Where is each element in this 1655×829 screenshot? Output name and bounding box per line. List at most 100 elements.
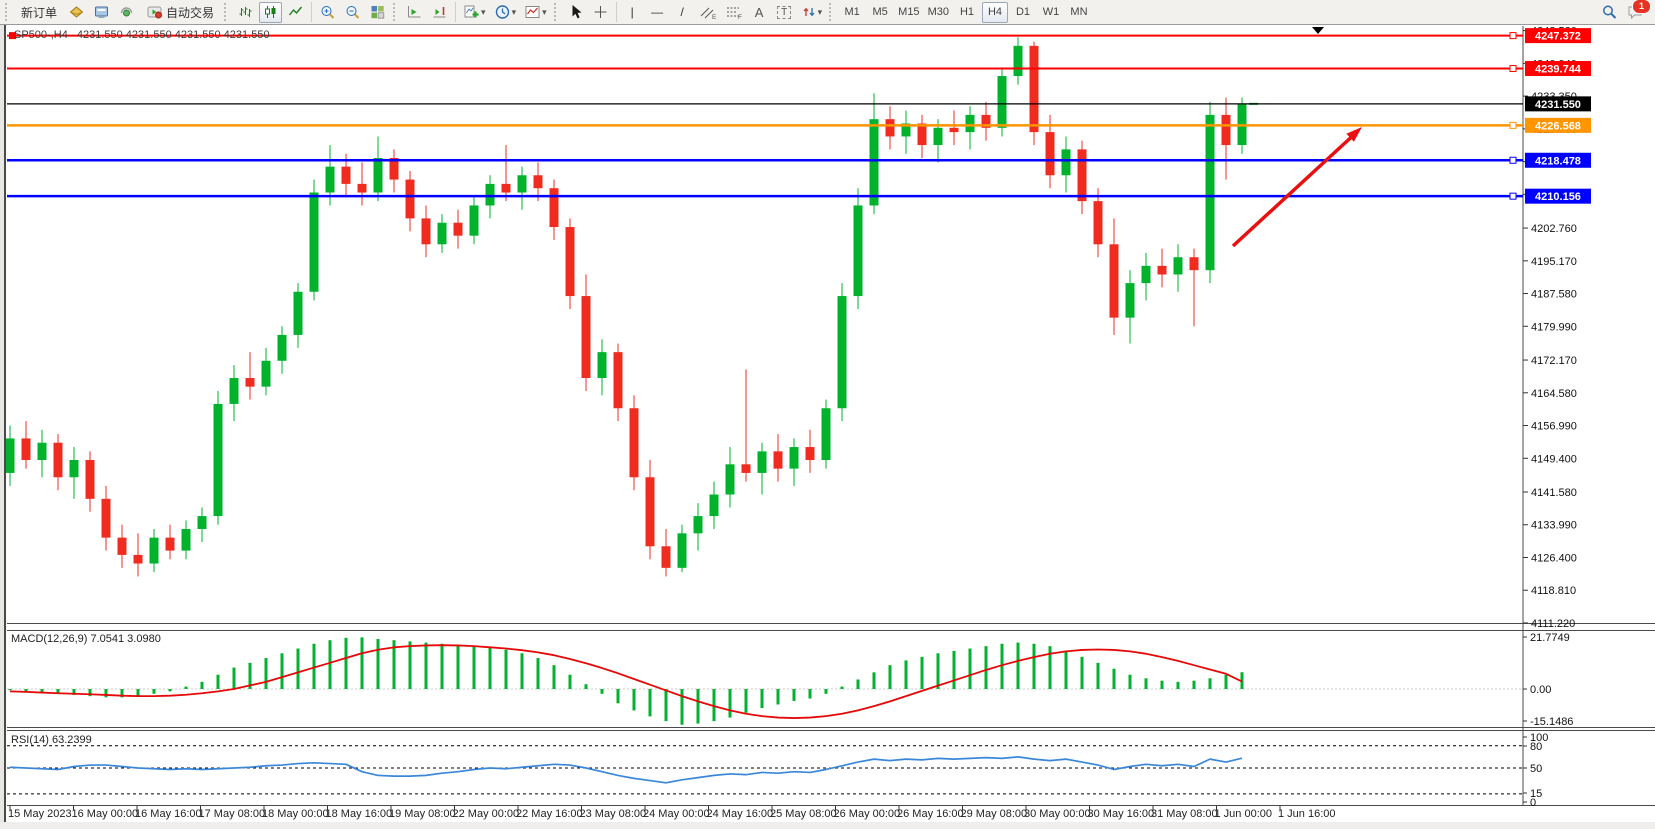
toolbar-separator bbox=[311, 2, 313, 22]
horizontal-line-button[interactable]: — bbox=[646, 2, 669, 23]
timeframe-M15[interactable]: M15 bbox=[895, 2, 922, 23]
chart-shift-button[interactable] bbox=[428, 2, 451, 23]
equidistant-channel-button[interactable]: E bbox=[696, 2, 720, 23]
time-axis-label: 25 May 08:00 bbox=[770, 808, 837, 820]
trendline-button[interactable]: / bbox=[671, 2, 694, 23]
toolbar-grip[interactable] bbox=[829, 3, 835, 21]
time-axis-label: 31 May 08:00 bbox=[1151, 808, 1218, 820]
svg-text:0.00: 0.00 bbox=[1530, 684, 1551, 696]
timeframe-M30[interactable]: M30 bbox=[925, 2, 952, 23]
new-chart-icon bbox=[464, 5, 479, 18]
tile-windows-button[interactable] bbox=[366, 2, 389, 23]
text-label-button[interactable]: T bbox=[773, 2, 796, 23]
notifications-button[interactable]: 1 bbox=[1623, 0, 1651, 23]
time-axis-label: 16 May 00:00 bbox=[71, 808, 139, 820]
svg-text:4195.170: 4195.170 bbox=[1531, 256, 1577, 268]
new-order-button[interactable]: 新订单 bbox=[15, 2, 63, 23]
channel-icon: E bbox=[700, 7, 717, 20]
svg-text:4118.810: 4118.810 bbox=[1531, 585, 1576, 597]
fibonacci-button[interactable]: F bbox=[722, 2, 746, 23]
svg-text:4141.580: 4141.580 bbox=[1531, 487, 1577, 499]
cursor-icon bbox=[572, 5, 582, 19]
zoom-out-button[interactable] bbox=[341, 2, 364, 23]
auto-trading-button[interactable]: 自动交易 bbox=[140, 2, 220, 23]
toolbar-grip[interactable] bbox=[224, 3, 230, 21]
time-axis-label: 29 May 08:00 bbox=[960, 808, 1028, 820]
timeframe-W1[interactable]: W1 bbox=[1038, 2, 1064, 23]
ohlc-values-label: 4231.550 4231.550 4231.550 4231.550 bbox=[76, 29, 270, 41]
cursor-button[interactable] bbox=[564, 2, 587, 23]
market-watch-button[interactable] bbox=[90, 2, 113, 23]
time-axis-label: 16 May 16:00 bbox=[135, 808, 202, 820]
chart-title: SP500-,H4 4231.550 4231.550 4231.550 423… bbox=[14, 29, 270, 41]
new-chart-button[interactable]: ▾ bbox=[460, 2, 489, 23]
timeframe-M1[interactable]: M1 bbox=[839, 2, 865, 23]
toolbar-grip[interactable] bbox=[553, 3, 560, 21]
svg-text:4149.400: 4149.400 bbox=[1531, 453, 1577, 465]
window-bottom-edge bbox=[0, 822, 1655, 829]
vertical-line-button[interactable]: | bbox=[621, 2, 644, 23]
timeframe-H1[interactable]: H1 bbox=[954, 2, 980, 23]
line-chart-button[interactable] bbox=[284, 2, 307, 23]
svg-text:F: F bbox=[738, 14, 742, 20]
tile-windows-icon bbox=[371, 6, 385, 19]
toolbar-grip[interactable] bbox=[5, 3, 11, 21]
label-tool-icon: T bbox=[777, 5, 792, 19]
bar-chart-button[interactable] bbox=[234, 2, 257, 23]
periods-button[interactable]: ▾ bbox=[491, 2, 520, 23]
time-axis-label: 26 May 16:00 bbox=[897, 808, 964, 820]
arrows-tool-button[interactable]: ▾ bbox=[798, 2, 826, 23]
window-left-edge bbox=[0, 25, 6, 822]
svg-text:4218.478: 4218.478 bbox=[1535, 155, 1581, 167]
svg-text:4210.156: 4210.156 bbox=[1535, 191, 1581, 203]
fibonacci-icon: F bbox=[726, 7, 742, 20]
search-button[interactable] bbox=[1598, 2, 1621, 23]
time-axis-label: 26 May 00:00 bbox=[833, 808, 901, 820]
timeframe-H4[interactable]: H4 bbox=[981, 1, 1008, 23]
toolbar-separator bbox=[615, 2, 617, 22]
svg-text:4247.372: 4247.372 bbox=[1535, 31, 1581, 43]
zoom-in-icon bbox=[321, 6, 335, 19]
auto-trading-icon bbox=[147, 6, 163, 19]
order-book-button[interactable] bbox=[65, 2, 88, 23]
crosshair-icon bbox=[594, 6, 607, 18]
time-axis-label: 22 May 16:00 bbox=[516, 808, 583, 820]
timeframe-M5[interactable]: M5 bbox=[867, 2, 893, 23]
timeframe-D1[interactable]: D1 bbox=[1010, 2, 1036, 23]
timeframe-MN[interactable]: MN bbox=[1066, 2, 1092, 23]
clock-icon bbox=[495, 5, 509, 19]
dropdown-caret-icon: ▾ bbox=[542, 6, 547, 17]
time-axis-label: 18 May 16:00 bbox=[325, 808, 393, 820]
candlestick-chart-button[interactable] bbox=[259, 1, 283, 23]
svg-text:4126.400: 4126.400 bbox=[1531, 552, 1577, 564]
indicator-window-icon bbox=[525, 6, 540, 18]
gold-book-icon bbox=[69, 6, 84, 18]
svg-text:4111.220: 4111.220 bbox=[1531, 618, 1575, 630]
crosshair-button[interactable] bbox=[589, 2, 612, 23]
svg-text:E: E bbox=[712, 14, 717, 20]
zoom-in-button[interactable] bbox=[316, 2, 339, 23]
svg-text:4172.170: 4172.170 bbox=[1531, 355, 1577, 367]
svg-text:15: 15 bbox=[1530, 788, 1542, 800]
auto-scroll-button[interactable] bbox=[403, 2, 426, 23]
time-axis-label: 30 May 16:00 bbox=[1087, 808, 1155, 820]
time-axis-label: 18 May 00:00 bbox=[262, 808, 329, 820]
terminal-icon bbox=[95, 6, 109, 18]
time-axis-label: 30 May 00:00 bbox=[1024, 808, 1091, 820]
time-axis-label: 15 May 2023 bbox=[8, 808, 72, 820]
line-chart-icon bbox=[288, 6, 303, 16]
templates-button[interactable]: ▾ bbox=[521, 2, 550, 23]
time-axis-label: 1 Jun 00:00 bbox=[1214, 808, 1273, 820]
chart-shift-icon bbox=[433, 7, 446, 18]
toolbar-grip[interactable] bbox=[393, 3, 399, 21]
svg-text:4187.580: 4187.580 bbox=[1531, 289, 1577, 301]
text-tool-button[interactable]: A bbox=[748, 2, 771, 23]
svg-text:50: 50 bbox=[1530, 763, 1542, 775]
dropdown-caret-icon: ▾ bbox=[817, 6, 823, 17]
toolbar: 新订单 自动交易 bbox=[0, 0, 1655, 25]
signals-button[interactable] bbox=[115, 2, 138, 23]
symbol-period-label: SP500-,H4 bbox=[14, 29, 68, 41]
arrows-icon bbox=[803, 7, 815, 17]
svg-text:4202.760: 4202.760 bbox=[1531, 223, 1577, 235]
